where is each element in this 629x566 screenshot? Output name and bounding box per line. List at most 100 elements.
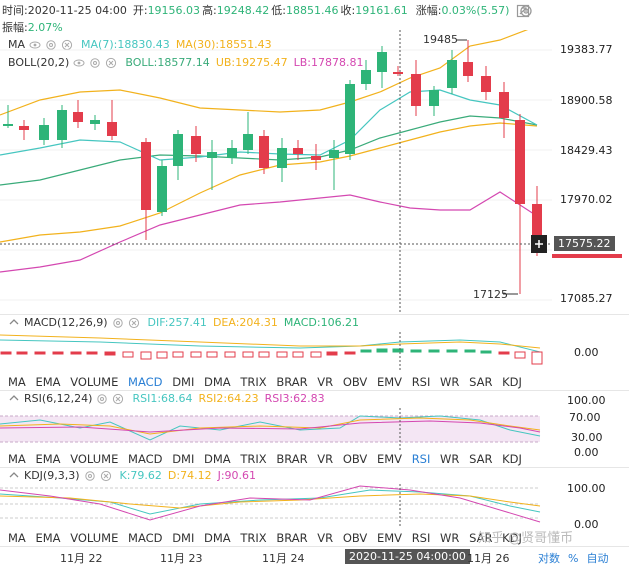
boll-lower-line (0, 191, 538, 273)
indicator-tab-ema[interactable]: EMA (35, 375, 61, 389)
collapse-icon[interactable] (8, 470, 20, 482)
kdj-legend: KDJ(9,3,3) K:79.62 D:74.12 J:90.61 (8, 469, 256, 482)
indicator-tab-dma[interactable]: DMA (204, 452, 231, 466)
indicator-tab-sar[interactable]: SAR (469, 375, 493, 389)
indicator-tab-emv[interactable]: EMV (376, 531, 403, 545)
close-icon[interactable] (112, 393, 124, 405)
boll-legend: BOLL(20,2) BOLL:18577.14 UB:19275.47 LB:… (8, 56, 363, 69)
indicator-tab-trix[interactable]: TRIX (240, 531, 267, 545)
kdj-chart[interactable] (0, 484, 552, 526)
indicator-tab-volume[interactable]: VOLUME (70, 375, 119, 389)
indicator-tab-wr[interactable]: WR (440, 375, 460, 389)
indicator-tab-dmi[interactable]: DMI (172, 452, 195, 466)
indicator-tab-ma[interactable]: MA (8, 375, 26, 389)
candle-body (141, 142, 151, 210)
indicator-tab-brar[interactable]: BRAR (276, 452, 308, 466)
indicator-tab-kdj[interactable]: KDJ (502, 375, 522, 389)
candle-body (393, 72, 403, 74)
indicator-tab-obv[interactable]: OBV (342, 531, 368, 545)
indicator-tab-rsi[interactable]: RSI (411, 531, 431, 545)
indicator-tab-dma[interactable]: DMA (204, 375, 231, 389)
close-icon[interactable] (61, 39, 73, 51)
indicator-tab-macd[interactable]: MACD (128, 375, 163, 389)
indicator-tab-ema[interactable]: EMA (35, 452, 61, 466)
collapse-icon[interactable] (8, 317, 20, 329)
indicator-tab-dmi[interactable]: DMI (172, 375, 195, 389)
candle-body (207, 152, 217, 158)
eye-icon[interactable] (73, 57, 85, 69)
log-scale-toggle[interactable]: 对数 (538, 552, 560, 565)
collapse-icon[interactable] (8, 393, 20, 405)
macd-bar (0, 351, 12, 355)
close-icon[interactable] (100, 470, 112, 482)
ma7-value: MA(7):18830.43 (81, 38, 170, 51)
candle-body (157, 166, 167, 212)
candle-body (277, 148, 287, 168)
time-label: 时间: (2, 4, 28, 17)
open-value: 19156.03 (147, 3, 201, 17)
indicator-tab-obv[interactable]: OBV (342, 375, 368, 389)
macd-bar (140, 351, 152, 360)
macd-bar (224, 351, 236, 358)
indicator-tab-wr[interactable]: WR (440, 452, 460, 466)
indicator-tab-volume[interactable]: VOLUME (70, 531, 119, 545)
indicator-tab-dma[interactable]: DMA (204, 531, 231, 545)
indicator-tab-sar[interactable]: SAR (469, 452, 493, 466)
d-value: D:74.12 (167, 469, 212, 482)
indicator-tab-brar[interactable]: BRAR (276, 375, 308, 389)
close-value: 19161.61 (355, 3, 408, 17)
indicator-tab-ema[interactable]: EMA (35, 531, 61, 545)
gear-icon[interactable] (89, 57, 101, 69)
date-tick: 11月 22 (60, 552, 103, 565)
candle-body (227, 148, 237, 158)
macd-bar (276, 351, 288, 358)
percent-scale-toggle[interactable]: % (568, 551, 579, 565)
gear-icon[interactable] (45, 39, 57, 51)
macd-bar (326, 351, 338, 356)
indicator-tab-rsi[interactable]: RSI (411, 452, 431, 466)
macd-bar (514, 351, 526, 359)
close-icon[interactable] (128, 317, 140, 329)
indicator-tab-rsi[interactable]: RSI (411, 375, 431, 389)
indicator-tab-sar[interactable]: SAR (469, 531, 493, 545)
indicator-tab-vr[interactable]: VR (317, 531, 334, 545)
indicator-tab-trix[interactable]: TRIX (240, 375, 267, 389)
fullscreen-icon[interactable] (516, 4, 530, 21)
indicator-tab-vr[interactable]: VR (317, 452, 334, 466)
candle-body (243, 134, 253, 150)
close-icon[interactable] (105, 57, 117, 69)
rsi2-line (0, 417, 541, 435)
rsi-chart[interactable] (0, 408, 552, 450)
indicator-tab-kdj[interactable]: KDJ (502, 452, 522, 466)
indicator-tab-ma[interactable]: MA (8, 452, 26, 466)
candle-body (447, 60, 457, 88)
indicator-tab-obv[interactable]: OBV (342, 452, 368, 466)
indicator-tab-vr[interactable]: VR (317, 375, 334, 389)
candlestick-chart[interactable] (0, 30, 629, 315)
gear-icon[interactable] (112, 317, 124, 329)
indicator-tab-ma[interactable]: MA (8, 531, 26, 545)
indicator-tab-trix[interactable]: TRIX (240, 452, 267, 466)
indicator-tab-macd[interactable]: MACD (128, 452, 163, 466)
eye-icon[interactable] (29, 39, 41, 51)
indicator-tab-kdj[interactable]: KDJ (502, 531, 522, 545)
macd-bar (206, 351, 218, 358)
rsi1-value: RSI1:68.64 (132, 392, 193, 405)
indicator-tab-brar[interactable]: BRAR (276, 531, 308, 545)
macd-bar (104, 351, 116, 356)
auto-scale-toggle[interactable]: 自动 (586, 552, 609, 565)
indicator-tab-emv[interactable]: EMV (376, 452, 403, 466)
indicator-tab-volume[interactable]: VOLUME (70, 452, 119, 466)
indicator-tab-dmi[interactable]: DMI (172, 531, 195, 545)
macd-chart[interactable] (0, 332, 552, 370)
gear-icon[interactable] (96, 393, 108, 405)
gear-icon[interactable] (84, 470, 96, 482)
candle-body (39, 125, 49, 140)
boll-middle-line (0, 115, 538, 186)
macd-bar (292, 351, 304, 358)
candle-body (90, 120, 100, 124)
open-label: 开: (132, 4, 148, 17)
indicator-tab-wr[interactable]: WR (440, 531, 460, 545)
indicator-tab-macd[interactable]: MACD (128, 531, 163, 545)
indicator-tab-emv[interactable]: EMV (376, 375, 403, 389)
